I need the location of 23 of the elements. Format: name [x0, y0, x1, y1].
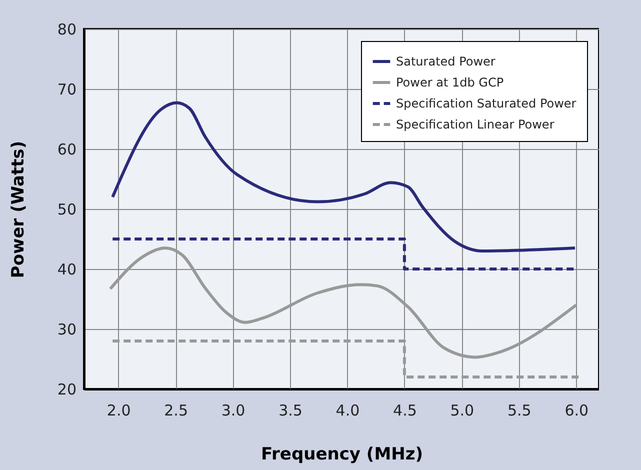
y-tick-label: 50: [57, 200, 76, 218]
x-tick-label: 3.5: [278, 402, 302, 420]
legend-label: Specification Saturated Power: [396, 96, 576, 110]
legend-label: Specification Linear Power: [396, 118, 554, 132]
x-tick-label: 4.5: [393, 402, 417, 420]
y-axis-title: Power (Watts): [8, 140, 28, 278]
x-tick-label: 4.0: [336, 402, 360, 420]
x-axis-title: Frequency (MHz): [261, 444, 423, 464]
x-tick-label: 5.0: [450, 402, 474, 420]
legend-label: Power at 1db GCP: [396, 76, 504, 90]
y-tick-label: 40: [57, 260, 76, 278]
line-series: [108, 246, 578, 359]
y-tick-label: 20: [57, 380, 76, 398]
x-tick-label: 3.0: [221, 402, 246, 420]
legend-label: Saturated Power: [396, 54, 496, 68]
x-tick-label: 5.5: [507, 402, 532, 420]
y-tick-label: 70: [57, 80, 76, 98]
x-tick-label: 6.0: [564, 402, 589, 420]
y-tick-label: 60: [57, 140, 76, 158]
x-tick-label: 2.0: [106, 402, 131, 420]
y-tick-label: 80: [57, 20, 76, 38]
y-tick-label: 30: [57, 320, 76, 338]
x-tick-label: 2.5: [164, 402, 188, 420]
